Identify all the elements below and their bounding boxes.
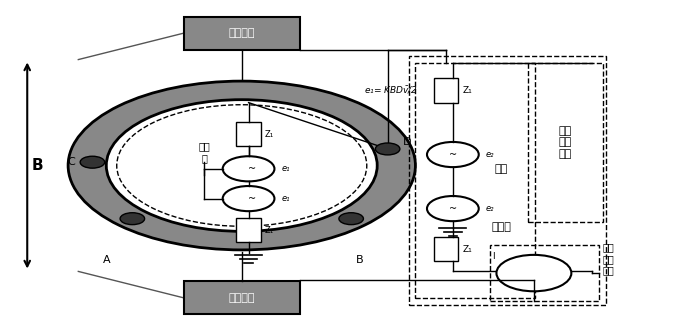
- Text: B: B: [31, 158, 44, 173]
- Text: B: B: [356, 255, 364, 265]
- Text: Z₁: Z₁: [264, 225, 274, 235]
- Text: e₁: e₁: [282, 194, 290, 203]
- Text: ~: ~: [248, 194, 256, 204]
- Circle shape: [120, 213, 144, 225]
- Text: Z₁: Z₁: [463, 245, 473, 254]
- FancyBboxPatch shape: [236, 218, 261, 242]
- Text: 转换器: 转换器: [491, 222, 511, 232]
- Text: e₁: e₁: [282, 164, 290, 173]
- Circle shape: [427, 142, 479, 167]
- FancyBboxPatch shape: [184, 281, 300, 314]
- Circle shape: [223, 156, 274, 181]
- Circle shape: [106, 100, 377, 231]
- Text: ~: ~: [248, 164, 256, 174]
- Circle shape: [68, 81, 415, 250]
- FancyBboxPatch shape: [184, 17, 300, 50]
- Text: 传感
器: 传感 器: [198, 141, 210, 163]
- Text: Z₁: Z₁: [264, 129, 274, 139]
- Text: e₁= KBD$\bar{v}$/2: e₁= KBD$\bar{v}$/2: [364, 84, 418, 95]
- Circle shape: [496, 255, 571, 291]
- Text: 信号: 信号: [494, 164, 508, 174]
- Circle shape: [80, 156, 105, 168]
- Text: 液位
流速
流量: 液位 流速 流量: [558, 126, 572, 159]
- Text: 磁场
激励
控制: 磁场 激励 控制: [603, 242, 614, 276]
- Circle shape: [339, 213, 364, 225]
- Text: D: D: [402, 137, 411, 147]
- Text: ~: ~: [449, 204, 457, 213]
- Text: A: A: [103, 255, 110, 265]
- Text: I: I: [492, 252, 495, 261]
- Text: 励磁线圈: 励磁线圈: [229, 28, 255, 38]
- FancyBboxPatch shape: [236, 122, 261, 146]
- Circle shape: [223, 186, 274, 211]
- Text: Z₁: Z₁: [463, 86, 473, 95]
- Text: e₂: e₂: [486, 150, 494, 159]
- Text: ~: ~: [449, 150, 457, 160]
- FancyBboxPatch shape: [434, 78, 458, 103]
- Text: C: C: [67, 157, 76, 167]
- FancyBboxPatch shape: [434, 237, 458, 261]
- Text: 励磁线圈: 励磁线圈: [229, 293, 255, 303]
- Circle shape: [427, 196, 479, 221]
- Text: e₂: e₂: [486, 204, 494, 213]
- Circle shape: [375, 143, 400, 155]
